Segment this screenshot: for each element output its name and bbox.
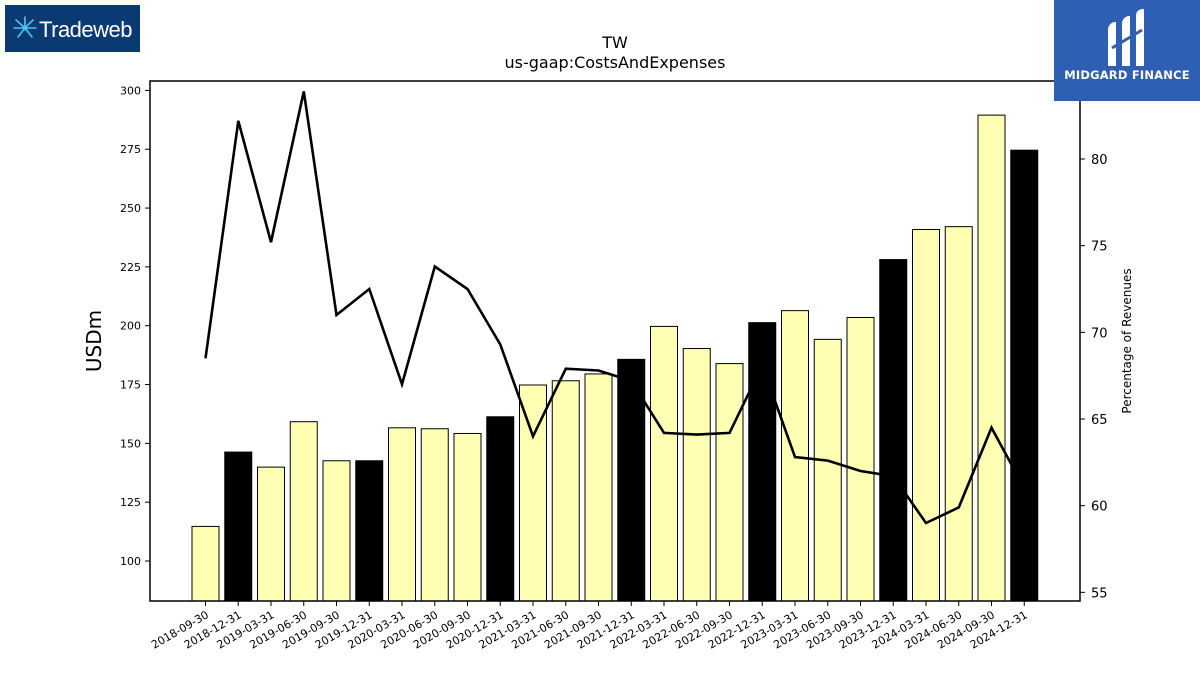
bar-2024-12-31 bbox=[1010, 149, 1039, 602]
bar-2023-09-30 bbox=[846, 316, 875, 602]
y2-tick-label: 60 bbox=[1091, 500, 1108, 515]
midgard-logo-text: MIDGARD FINANCE bbox=[1064, 68, 1190, 82]
y-tick-label: 175 bbox=[120, 379, 141, 392]
tradeweb-logo-text: Tradeweb bbox=[39, 17, 133, 42]
bar-2024-03-31 bbox=[912, 228, 940, 602]
bar-2020-06-30 bbox=[420, 428, 449, 602]
y-tick-label: 150 bbox=[120, 437, 141, 450]
bar-2019-03-31 bbox=[257, 466, 285, 602]
bar-2023-12-31 bbox=[879, 259, 908, 602]
bar-2020-09-30 bbox=[453, 432, 482, 602]
y2-tick-label: 80 bbox=[1091, 153, 1108, 168]
bar-2020-03-31 bbox=[388, 427, 416, 602]
bar-2021-06-30 bbox=[551, 380, 580, 602]
midgard-mark-icon bbox=[1108, 9, 1144, 66]
y2-tick-label: 55 bbox=[1091, 586, 1108, 601]
y-tick-label: 300 bbox=[120, 84, 141, 97]
bar-2023-06-30 bbox=[813, 338, 842, 602]
bar-2018-09-30 bbox=[191, 525, 220, 602]
right-axis-ticks: 55 60 65 70 75 80 bbox=[1080, 153, 1108, 601]
bar-2019-06-30 bbox=[289, 421, 318, 602]
tradeweb-burst-icon bbox=[13, 16, 37, 38]
chart-subtitle: us-gaap:CostsAndExpenses bbox=[505, 53, 726, 72]
y-tick-label: 200 bbox=[120, 320, 141, 333]
bar-2022-06-30 bbox=[682, 348, 711, 602]
y2-tick-label: 70 bbox=[1091, 326, 1108, 341]
y2-tick-label: 65 bbox=[1091, 413, 1108, 428]
y-tick-label: 125 bbox=[120, 496, 141, 509]
y2-axis-label: Percentage of Revenues bbox=[1120, 268, 1134, 413]
chart-title: TW bbox=[601, 33, 628, 52]
y-axis-label: USDm bbox=[82, 310, 106, 372]
x-axis-ticks: 2018-09-302018-12-312019-03-312019-06-30… bbox=[149, 601, 1030, 652]
y-tick-label: 100 bbox=[120, 555, 141, 568]
bar-2024-06-30 bbox=[944, 226, 973, 602]
bar-2022-12-31 bbox=[748, 322, 777, 602]
y-tick-label: 250 bbox=[120, 202, 141, 215]
bar-series bbox=[191, 114, 1039, 602]
y-tick-label: 225 bbox=[120, 261, 141, 274]
bar-2021-12-31 bbox=[617, 358, 646, 602]
bar-2022-03-31 bbox=[650, 325, 678, 602]
bar-2019-12-31 bbox=[355, 460, 384, 602]
bar-2021-09-30 bbox=[584, 373, 613, 602]
bar-2018-12-31 bbox=[224, 451, 253, 602]
bar-2021-03-31 bbox=[519, 384, 547, 602]
plot-frame bbox=[149, 80, 1081, 602]
bar-2024-09-30 bbox=[977, 114, 1006, 602]
left-axis-ticks: 100 125 150 175 200 225 250 275 300 bbox=[120, 84, 150, 568]
bar-2020-12-31 bbox=[486, 416, 515, 602]
percentage-line bbox=[204, 91, 1026, 525]
bar-2019-09-30 bbox=[322, 460, 351, 602]
tradeweb-logo: Tradeweb bbox=[5, 5, 140, 52]
y-tick-label: 275 bbox=[120, 143, 141, 156]
bar-2022-09-30 bbox=[715, 363, 744, 602]
midgard-finance-logo: MIDGARD FINANCE bbox=[1054, 0, 1200, 101]
y2-tick-label: 75 bbox=[1091, 240, 1108, 255]
